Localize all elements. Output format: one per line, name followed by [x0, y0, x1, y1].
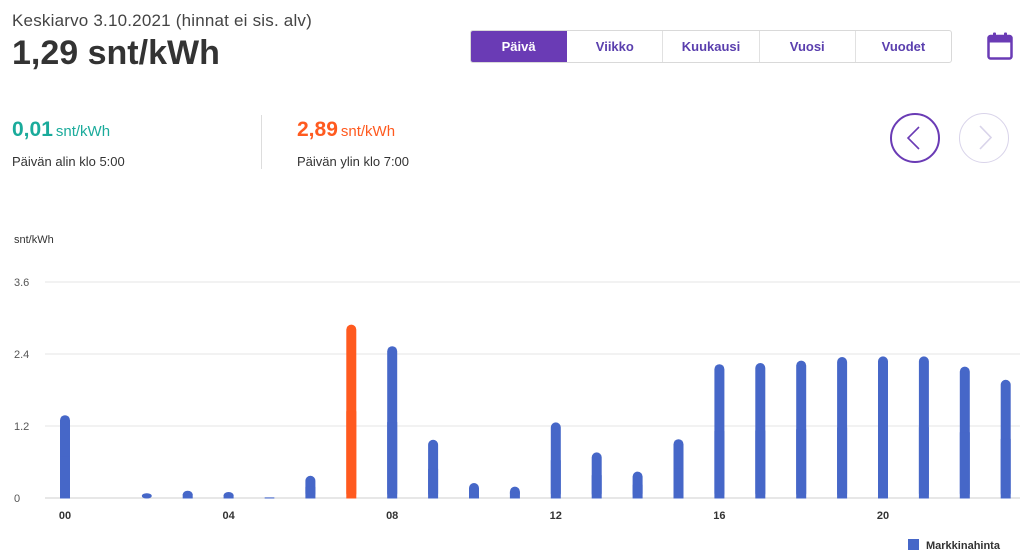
chart-bar-base — [550, 460, 561, 499]
chevron-left-icon — [906, 126, 920, 150]
legend-swatch — [908, 539, 919, 550]
stats-divider — [261, 115, 262, 169]
chart-bar-base — [959, 432, 970, 499]
max-price-label: Päivän ylin klo 7:00 — [297, 154, 410, 169]
chart-bar-base — [509, 492, 520, 499]
next-day-button[interactable] — [959, 113, 1009, 163]
max-price-unit: snt/kWh — [340, 123, 396, 140]
chart-bar-base — [878, 427, 888, 499]
average-price: 1,29 snt/kWh — [12, 34, 220, 72]
chart-bar-base — [223, 495, 234, 499]
chart-bar-base — [673, 468, 684, 499]
period-tabs: Päivä Viikko Kuukausi Vuosi Vuodet — [470, 30, 952, 63]
chart-bar-base — [837, 427, 848, 499]
max-price-value-row: 2,89 snt/kWh — [297, 118, 409, 142]
tab-year[interactable]: Vuosi — [760, 31, 856, 62]
chart-bar — [141, 493, 152, 499]
min-price-stat: 0,01 snt/kWh Päivän alin klo 5:00 — [12, 118, 125, 169]
legend-label: Markkinahinta — [926, 540, 1001, 552]
y-axis-label: snt/kWh — [14, 234, 54, 246]
x-tick-label: 20 — [877, 510, 889, 522]
max-price-stat: 2,89 snt/kWh Päivän ylin klo 7:00 — [297, 118, 409, 169]
chart-bar-base — [428, 468, 439, 499]
chart-bar-base — [1000, 438, 1011, 499]
y-tick-label: 1.2 — [14, 421, 29, 433]
chart-bar-base — [918, 427, 929, 499]
chart-bar — [264, 497, 275, 499]
previous-day-button[interactable] — [890, 113, 940, 163]
max-price-value: 2,89 — [297, 118, 338, 141]
min-price-unit: snt/kWh — [55, 123, 111, 140]
tab-day[interactable]: Päivä — [471, 31, 568, 62]
chart-bar-base — [346, 411, 357, 499]
tab-week[interactable]: Viikko — [567, 31, 664, 62]
chart-bar-base — [591, 475, 602, 499]
chart-bar-base — [714, 431, 725, 499]
y-tick-label: 3.6 — [14, 277, 29, 289]
chart-bar-base — [755, 430, 766, 499]
chart-bar-base — [632, 484, 643, 499]
y-tick-label: 0 — [14, 493, 20, 505]
chart-bar-base — [387, 422, 398, 499]
chart-bar-base — [60, 456, 70, 499]
x-tick-label: 00 — [59, 510, 71, 522]
tab-years[interactable]: Vuodet — [881, 39, 926, 54]
x-tick-label: 12 — [550, 510, 562, 522]
chevron-right-icon — [979, 125, 993, 150]
chart-bar-base — [305, 486, 316, 499]
x-tick-label: 16 — [713, 510, 725, 522]
chart-bar-base — [469, 490, 479, 499]
calendar-icon[interactable] — [987, 32, 1013, 60]
x-tick-label: 04 — [222, 510, 235, 522]
chart-bar-base — [182, 494, 193, 499]
page-subtitle: Keskiarvo 3.10.2021 (hinnat ei sis. alv) — [12, 11, 312, 30]
x-tick-label: 08 — [386, 510, 398, 522]
price-chart: snt/kWh 0 1.2 2.4 3.6 00 04 08 12 16 20 Markkinahin… — [14, 234, 1020, 552]
min-price-value-row: 0,01 snt/kWh — [12, 118, 125, 142]
chart-bar-base — [796, 429, 807, 499]
tab-month[interactable]: Kuukausi — [663, 31, 760, 62]
min-price-label: Päivän alin klo 5:00 — [12, 154, 125, 169]
y-tick-label: 2.4 — [14, 349, 29, 361]
min-price-value: 0,01 — [12, 118, 53, 141]
